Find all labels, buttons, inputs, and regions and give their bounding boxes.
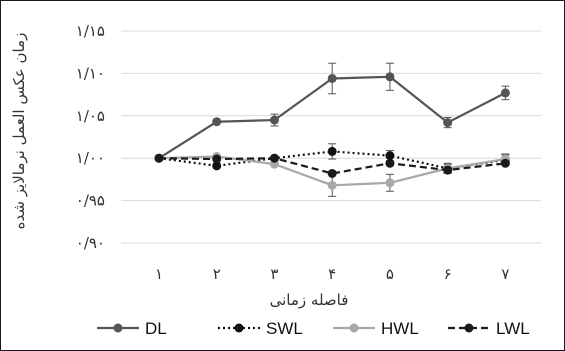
x-tick-label: ۲ [213,265,221,283]
legend: DL SWL HWL LWL [97,319,530,338]
data-point-dl [385,72,395,82]
x-tick-label: ۳ [270,265,278,283]
data-point-lwl [443,165,453,175]
x-tick-label: ۱ [155,265,163,283]
x-tick-labels: ۱ ۲ ۳ ۴ ۵ ۶ ۷ [155,265,509,283]
legend-swatch-marker [113,323,123,333]
data-point-swl [385,151,395,161]
data-point-dl [212,117,222,127]
x-tick-label: ۶ [444,265,452,283]
data-point-dl [500,88,510,98]
data-point-swl [212,161,222,171]
y-tick-label: ۰/۹۰ [76,234,105,252]
legend-swatch-marker [349,323,359,333]
data-point-lwl [327,168,337,178]
data-point-lwl [385,158,395,168]
x-axis-title: فاصله زمانی [270,291,349,309]
legend-label: SWL [266,319,303,338]
y-axis-title: زمان عکس العمل نرمالایز شده [10,33,28,230]
series-markers [154,72,510,190]
y-tick-label: ۱/۰۵ [76,107,105,125]
data-point-lwl [212,154,222,164]
legend-swatch-marker [234,323,244,333]
y-tick-label: ۱/۰۰ [76,149,105,167]
data-point-hwl [327,180,337,190]
legend-label: LWL [496,319,530,338]
legend-label: HWL [381,319,419,338]
data-point-swl [327,146,337,156]
legend-swatch-marker [464,323,474,333]
data-point-dl [443,118,453,128]
x-tick-label: ۵ [386,265,394,283]
data-point-lwl [269,153,279,163]
data-point-dl [269,115,279,125]
y-tick-label: ۰/۹۵ [76,192,105,210]
data-point-lwl [154,153,164,163]
data-point-dl [327,73,337,83]
x-tick-label: ۴ [328,265,336,283]
y-tick-labels: ۰/۹۰ ۰/۹۵ ۱/۰۰ ۱/۰۵ ۱/۱۰ ۱/۱۵ [76,22,105,252]
legend-label: DL [145,319,167,338]
y-tick-label: ۱/۱۵ [76,22,105,40]
x-tick-label: ۷ [501,265,509,283]
data-point-hwl [385,178,395,188]
data-point-lwl [500,158,510,168]
y-tick-label: ۱/۱۰ [76,64,105,82]
